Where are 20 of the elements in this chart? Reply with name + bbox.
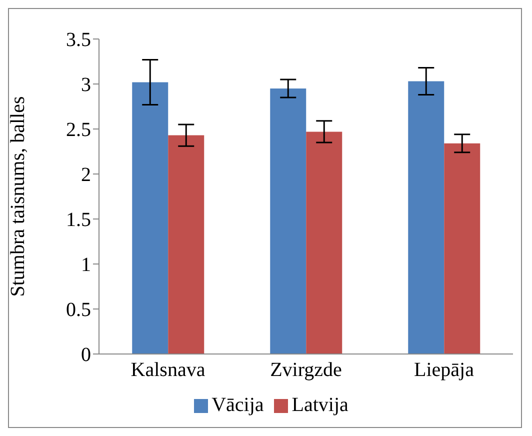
legend-label: Latvija	[292, 394, 348, 416]
y-axis-title: Stumbra taisnums, balles	[7, 96, 30, 297]
x-tick-label: Kalsnava	[130, 359, 206, 382]
y-tick-label: 3.5	[66, 29, 91, 52]
legend-label: Vācija	[212, 394, 264, 416]
bar	[444, 143, 480, 354]
x-tick-label: Liepāja	[414, 359, 474, 382]
bar	[270, 88, 306, 354]
bar	[408, 81, 444, 354]
y-tick-label: 1.5	[66, 209, 91, 232]
y-tick-label: 2.5	[66, 119, 91, 142]
y-tick-label: 3	[81, 74, 91, 96]
bar	[132, 82, 168, 354]
bar	[306, 132, 342, 354]
x-tick-label: Zvirgzde	[270, 359, 342, 382]
y-tick-label: 0	[81, 344, 91, 366]
bar	[168, 135, 204, 354]
y-tick-label: 1	[81, 254, 91, 276]
y-tick-label: 2	[81, 164, 91, 186]
y-tick-label: 0.5	[66, 299, 91, 322]
